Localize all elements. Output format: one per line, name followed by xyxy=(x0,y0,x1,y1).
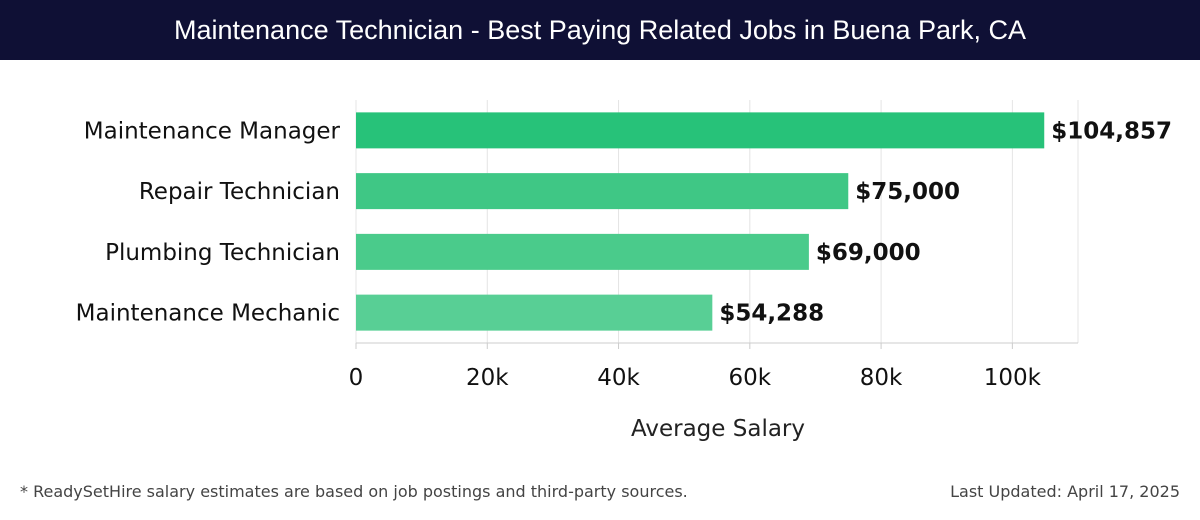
x-tick-label: 80k xyxy=(860,365,903,391)
category-label: Maintenance Manager xyxy=(84,118,341,144)
x-axis-title: Average Salary xyxy=(631,416,805,442)
x-tick-label: 20k xyxy=(466,365,509,391)
x-tick-label: 60k xyxy=(729,365,772,391)
value-label: $104,857 xyxy=(1051,118,1172,144)
bar-4 xyxy=(356,294,713,331)
bar-1 xyxy=(356,112,1045,149)
category-label: Maintenance Mechanic xyxy=(76,301,340,327)
bars-layer xyxy=(356,112,1045,331)
x-axis: 0 20k 40k 60k 80k 100k xyxy=(349,342,1078,391)
labels-layer: Maintenance Manager $104,857 Repair Techni… xyxy=(76,118,1172,326)
bar-3 xyxy=(356,233,809,270)
category-label: Repair Technician xyxy=(139,179,340,205)
bar-2 xyxy=(356,173,849,210)
category-label: Plumbing Technician xyxy=(105,240,340,266)
value-label: $54,288 xyxy=(719,301,824,327)
bar-chart: Maintenance Manager $104,857 Repair Techni… xyxy=(76,100,1172,442)
last-updated: Last Updated: April 17, 2025 xyxy=(950,482,1180,501)
footer-note: * ReadySetHire salary estimates are base… xyxy=(20,482,688,501)
x-tick-label: 40k xyxy=(597,365,640,391)
chart-title: Maintenance Technician - Best Paying Rel… xyxy=(174,14,1026,45)
value-label: $69,000 xyxy=(816,240,921,266)
x-tick-label: 100k xyxy=(984,365,1042,391)
value-label: $75,000 xyxy=(855,179,960,205)
x-tick-label: 0 xyxy=(349,365,364,391)
chart-title-bar: Maintenance Technician - Best Paying Rel… xyxy=(0,0,1200,60)
